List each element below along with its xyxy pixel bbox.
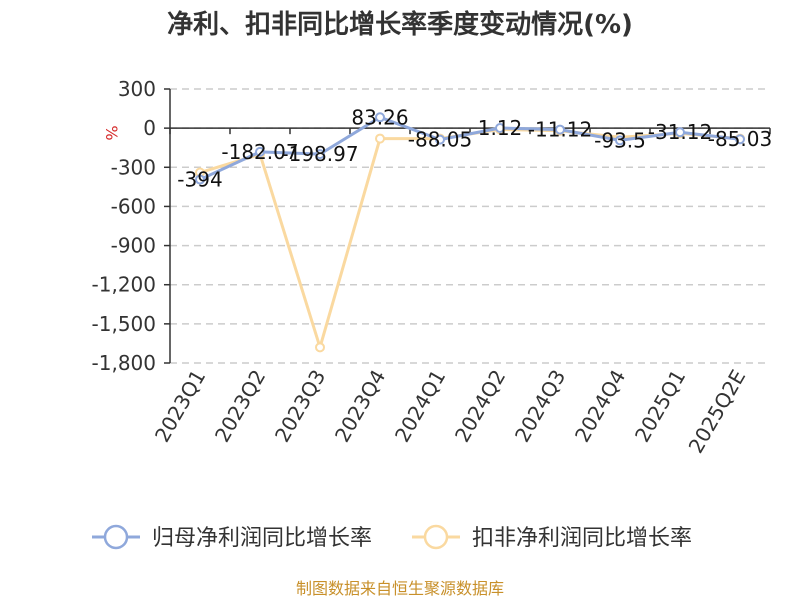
data-label: -31.12 <box>648 120 712 144</box>
legend-label: 扣非净利润同比增长率 <box>472 526 692 551</box>
data-label: 83.26 <box>351 105 408 129</box>
data-label: -88.05 <box>408 128 472 152</box>
data-point <box>675 127 685 138</box>
data-point <box>315 149 325 160</box>
data-label: -93.5 <box>594 128 646 152</box>
legend-item[interactable]: 扣非净利润同比增长率 <box>412 524 692 551</box>
x-tick-label: 2025Q1 <box>630 366 690 447</box>
data-point <box>375 112 385 123</box>
data-point <box>615 135 625 146</box>
y-tick-label: -300 <box>111 155 156 179</box>
data-point <box>735 134 745 145</box>
y-axis: 300 0 -300 -600 -900 -1,200 -1,500 -1,800 <box>92 77 171 375</box>
y-tick-label: -600 <box>111 194 156 218</box>
data-point <box>435 134 445 145</box>
legend-marker <box>103 524 129 550</box>
data-label: -85.03 <box>708 127 772 151</box>
y-tick-label: -1,200 <box>92 273 156 297</box>
data-label: -198.97 <box>281 142 358 166</box>
data-point <box>315 342 325 353</box>
data-label: 1.12 <box>478 116 523 140</box>
legend[interactable]: 归母净利润同比增长率 扣非净利润同比增长率 <box>92 524 692 551</box>
x-tick-label: 2023Q4 <box>330 366 390 447</box>
y-tick-label: -1,500 <box>92 312 156 336</box>
x-axis: 2023Q1 2023Q2 2023Q3 2023Q4 2024Q1 2024Q2 2024… <box>150 127 771 458</box>
x-tick-label: 2025Q2E <box>684 366 751 458</box>
data-point <box>195 174 205 185</box>
data-label: -182.07 <box>221 140 298 164</box>
data-point <box>255 146 265 157</box>
y-tick-label: 0 <box>143 116 156 140</box>
x-tick-label: 2024Q2 <box>450 366 510 447</box>
y-tick-label: 300 <box>118 77 156 101</box>
legend-item[interactable]: 归母净利润同比增长率 <box>92 524 372 551</box>
y-tick-label: -900 <box>111 234 156 258</box>
chart-title: 净利、扣非同比增长率季度变动情况(%) <box>167 9 633 40</box>
x-tick-label: 2023Q3 <box>270 366 330 447</box>
data-label: -394 <box>177 168 222 192</box>
source-note: 制图数据来自恒生聚源数据库 <box>296 579 504 598</box>
y-tick-label: -1,800 <box>92 351 156 375</box>
x-tick-label: 2024Q1 <box>390 366 450 447</box>
y-unit-label: % <box>102 125 121 140</box>
legend-marker <box>423 524 449 550</box>
x-tick-label: 2023Q1 <box>150 366 210 447</box>
x-tick-label: 2023Q2 <box>210 366 270 447</box>
data-point <box>495 122 505 133</box>
series-line <box>199 115 741 181</box>
data-point <box>375 133 385 144</box>
data-point <box>555 124 565 135</box>
data-label: -11.12 <box>528 118 592 142</box>
series-group <box>195 112 745 353</box>
x-tick-label: 2024Q4 <box>570 366 630 447</box>
x-tick-label: 2024Q3 <box>510 366 570 447</box>
legend-label: 归母净利润同比增长率 <box>152 526 372 551</box>
